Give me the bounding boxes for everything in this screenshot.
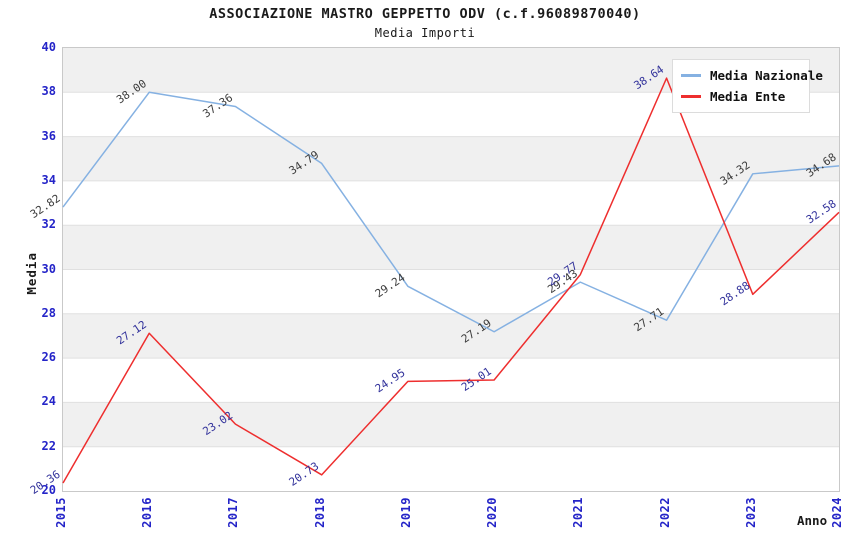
background-band <box>63 136 839 181</box>
background-band <box>63 180 839 226</box>
x-tick: 2020 <box>485 497 500 528</box>
y-tick: 24 <box>41 394 56 409</box>
legend-label: Media Nazionale <box>710 68 823 83</box>
chart-subtitle: Media Importi <box>374 26 476 40</box>
media-nazionale-line-swatch <box>681 74 701 77</box>
media-ente-line-swatch <box>681 95 701 98</box>
legend-item-media-nazionale: Media Nazionale <box>681 65 823 86</box>
series-line-media-ente <box>62 77 840 484</box>
y-tick: 20 <box>41 483 56 497</box>
y-tick: 36 <box>41 128 56 143</box>
background-band <box>63 446 839 491</box>
x-tick: 2018 <box>312 497 327 528</box>
plot-area: 32.82 38.00 37.36 34.79 29.24 27.19 29.43 27.71… <box>28 47 840 497</box>
chart-title: ASSOCIAZIONE MASTRO GEPPETTO ODV (c.f.96… <box>209 6 641 22</box>
y-tick: 34 <box>41 172 56 187</box>
x-tick: 2021 <box>571 497 586 528</box>
background-band <box>63 225 839 270</box>
x-tick: 2016 <box>140 497 155 528</box>
y-tick: 32 <box>41 217 56 232</box>
y-tick: 40 <box>41 40 56 54</box>
x-tick: 2017 <box>226 497 241 528</box>
legend-item-media-ente: Media Ente <box>681 86 801 107</box>
y-tick: 30 <box>41 261 56 276</box>
legend-label: Media Ente <box>710 89 786 104</box>
x-tick: 2023 <box>743 497 758 528</box>
x-axis-label: Anno <box>797 513 828 528</box>
y-tick: 22 <box>41 438 56 453</box>
x-tick: 2019 <box>398 497 413 528</box>
x-tick: 2022 <box>657 497 672 528</box>
background-band <box>63 313 839 359</box>
series-line-media-nazionale <box>62 91 840 333</box>
y-tick: 26 <box>41 350 56 365</box>
background-band <box>63 269 839 314</box>
x-tick: 2024 <box>830 497 844 528</box>
y-tick: 28 <box>41 305 56 320</box>
x-tick: 2015 <box>54 497 68 528</box>
y-tick: 38 <box>41 84 56 99</box>
background-band <box>63 402 839 447</box>
legend: Media Nazionale Media Ente <box>672 59 823 113</box>
